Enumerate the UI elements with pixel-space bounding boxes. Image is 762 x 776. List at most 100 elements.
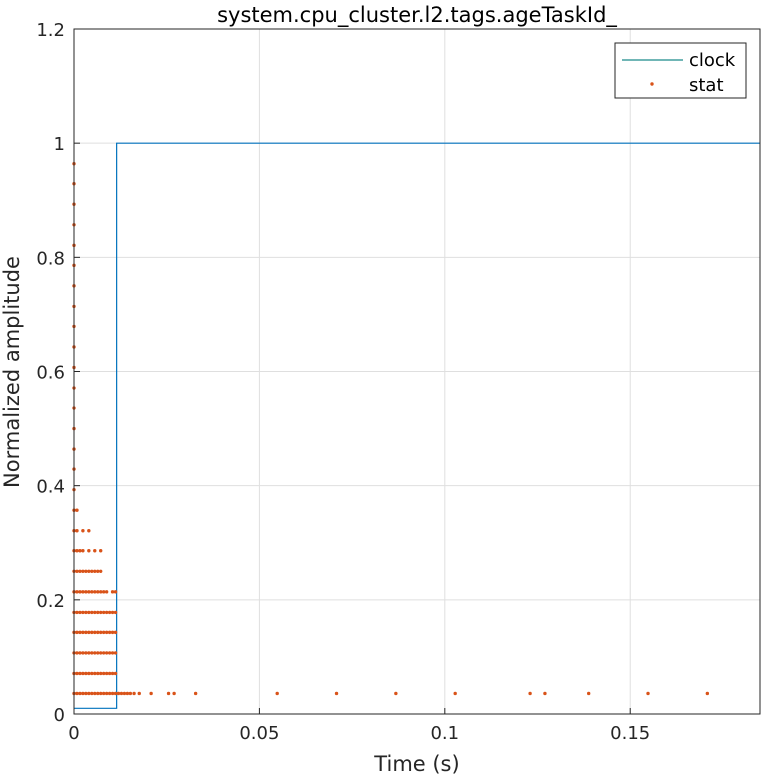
stat-point	[394, 691, 398, 696]
stat-point	[113, 691, 118, 696]
stat-point	[90, 590, 94, 594]
stat-point	[104, 590, 109, 594]
ticks: 0 0.05 0.1 0.15 0 0.2 0.4 0.6 0.8 1 1.2	[36, 20, 650, 744]
stat-point	[93, 590, 97, 594]
stat-point	[78, 610, 82, 615]
stat-point	[75, 508, 79, 512]
stat-point	[90, 610, 94, 615]
legend-stat-marker	[650, 82, 654, 86]
stat-point	[96, 610, 100, 615]
stat-point	[75, 651, 79, 655]
stat-point	[84, 590, 88, 594]
stat-point	[93, 651, 97, 655]
stat-point	[93, 549, 97, 553]
stat-point	[75, 549, 79, 553]
y-tick-label: 1.2	[36, 20, 65, 41]
chart-title: system.cpu_cluster.l2.tags.ageTaskId_	[217, 3, 617, 28]
stat-point	[90, 630, 94, 635]
stat-point	[75, 569, 79, 573]
stat-point	[81, 691, 85, 696]
stat-point	[646, 691, 650, 696]
stat-point	[137, 691, 141, 696]
stat-point	[99, 590, 103, 594]
stat-point	[99, 549, 103, 553]
stat-point	[166, 691, 171, 696]
stat-point	[128, 691, 133, 696]
stat-point	[81, 529, 85, 533]
stat-point	[110, 610, 115, 615]
x-axis-label: Time (s)	[373, 752, 459, 776]
stat-point	[78, 569, 82, 573]
stat-point	[113, 651, 118, 655]
stat-point	[81, 610, 85, 615]
stat-point	[705, 691, 710, 696]
stat-point	[87, 529, 91, 533]
stat-point	[193, 691, 198, 696]
stat-point	[104, 671, 109, 676]
stat-point	[75, 590, 79, 594]
stat-point	[110, 651, 115, 655]
stat-point	[81, 630, 85, 635]
stat-point	[87, 569, 91, 573]
series-layer	[72, 142, 760, 709]
stat-point	[99, 610, 103, 615]
y-axis-label: Normalized amplitude	[0, 256, 24, 488]
stat-point	[84, 671, 88, 676]
stat-point	[87, 610, 91, 615]
stat-point	[93, 610, 97, 615]
stat-point	[101, 671, 106, 676]
stat-point	[96, 569, 100, 573]
stat-point	[149, 691, 153, 696]
stat-point	[81, 569, 85, 573]
stat-point	[543, 691, 547, 696]
clock-series-line	[74, 142, 760, 709]
stat-point	[132, 691, 136, 696]
stat-point	[81, 549, 85, 553]
stat-point	[119, 691, 124, 696]
stat-point	[99, 691, 103, 696]
stat-point	[78, 671, 82, 676]
legend-stat-label: stat	[689, 75, 724, 96]
stat-point	[99, 671, 103, 676]
stat-point	[78, 691, 82, 696]
stat-point	[104, 651, 109, 655]
stat-point	[110, 691, 115, 696]
y-tick-label: 0.6	[36, 363, 65, 384]
stat-point	[96, 691, 100, 696]
stat-point	[110, 671, 115, 676]
stat-point	[96, 630, 100, 635]
stat-point	[84, 569, 88, 573]
stat-point	[84, 691, 88, 696]
stat-point	[110, 630, 115, 635]
stat-point	[84, 610, 88, 615]
x-tick-label: 0.05	[239, 723, 279, 744]
stat-point	[75, 691, 79, 696]
stat-point	[116, 691, 121, 696]
stat-point	[90, 691, 94, 696]
stat-point	[87, 630, 91, 635]
stat-point	[107, 610, 112, 615]
y-tick-label: 0.4	[36, 477, 65, 498]
stat-point	[93, 671, 97, 676]
stat-point	[107, 691, 112, 696]
legend: clock stat	[614, 42, 747, 99]
stat-point	[87, 651, 91, 655]
stat-point	[101, 691, 106, 696]
stat-point	[78, 590, 82, 594]
stat-point	[84, 630, 88, 635]
stat-point	[93, 691, 97, 696]
stat-point	[101, 651, 106, 655]
stat-point	[334, 691, 339, 696]
stat-point	[93, 569, 97, 573]
y-tick-label: 0	[54, 705, 65, 726]
stat-point	[101, 610, 106, 615]
stat-point	[107, 630, 112, 635]
stat-point	[99, 651, 103, 655]
stat-point	[75, 610, 79, 615]
stat-point	[90, 651, 94, 655]
stat-point	[78, 651, 82, 655]
stat-point	[93, 630, 97, 635]
y-tick-label: 0.2	[36, 591, 65, 612]
stat-point	[101, 630, 106, 635]
